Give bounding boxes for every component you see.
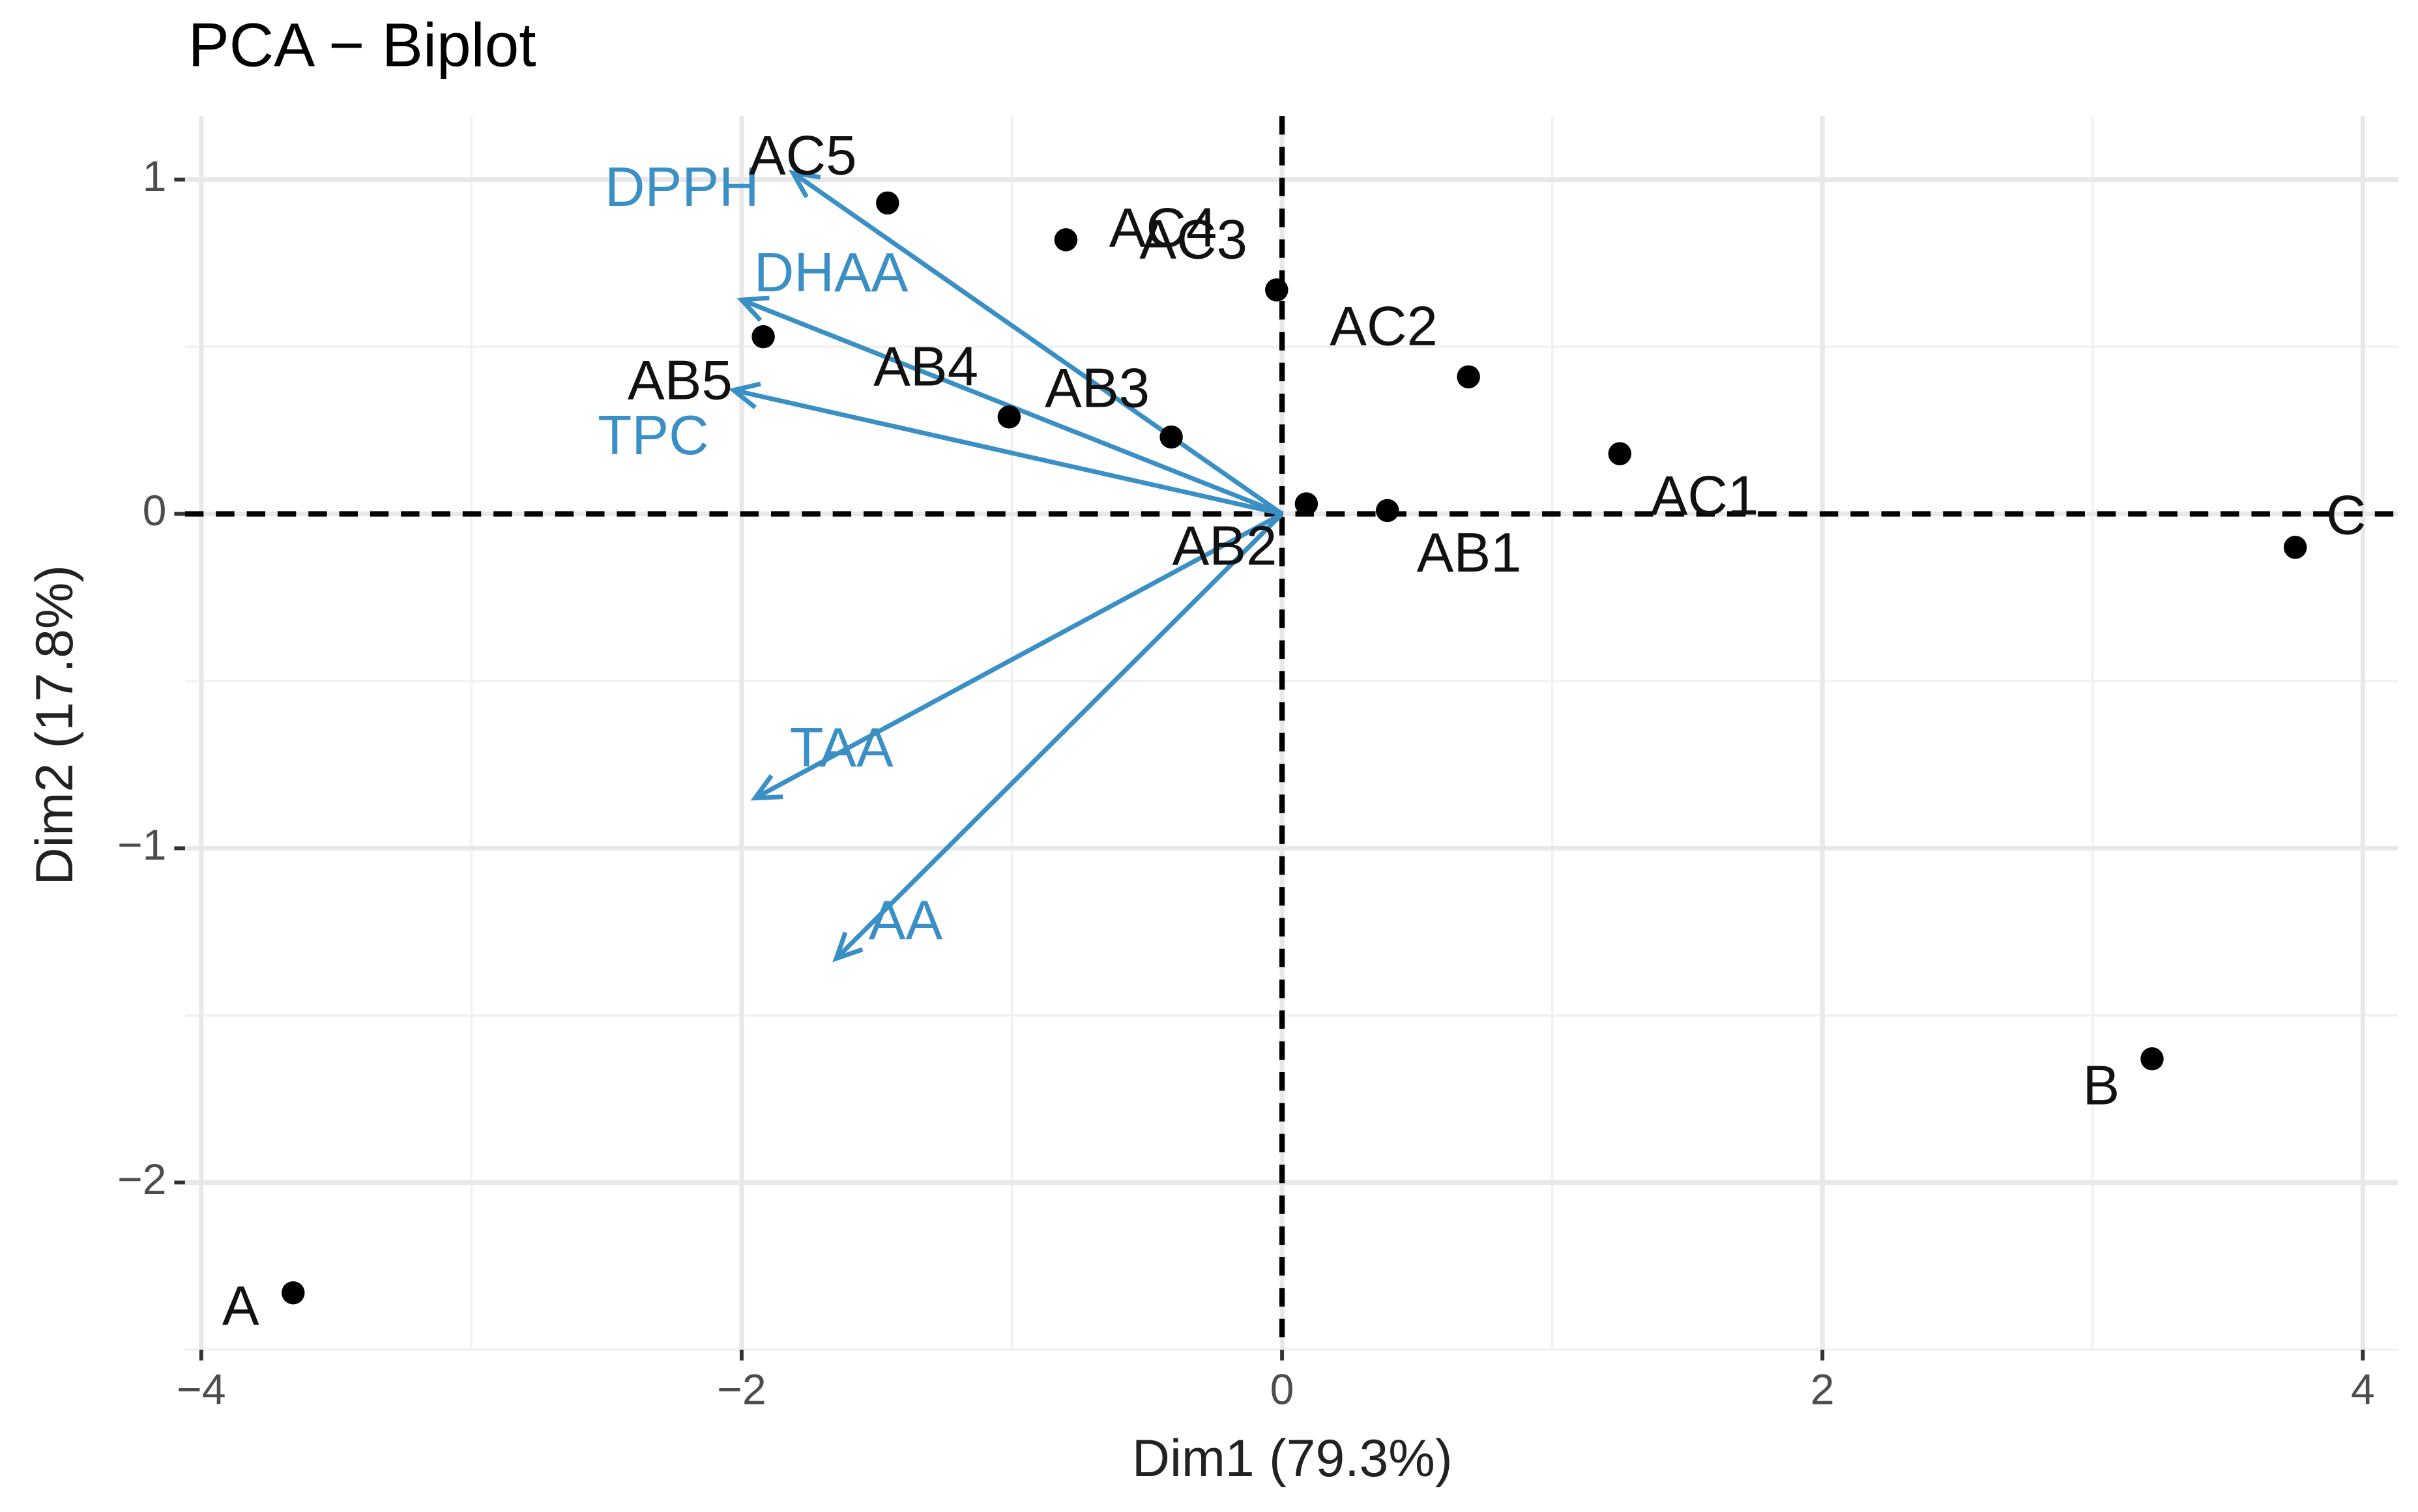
x-tick-label: 4 [2351, 1366, 2375, 1414]
x-tick-label: 0 [1270, 1366, 1294, 1414]
y-tick-label: −2 [117, 1156, 167, 1204]
x-tick-label: −4 [177, 1366, 226, 1414]
point [1265, 278, 1289, 302]
point [1608, 442, 1632, 465]
point-label: B [2082, 1054, 2119, 1116]
point [1159, 425, 1183, 449]
point [282, 1281, 305, 1305]
variable-label: TAA [790, 717, 894, 779]
point-label: AB1 [1417, 522, 1522, 584]
x-tick-label: 2 [1811, 1366, 1835, 1414]
chart-title: PCA − Biplot [188, 10, 536, 80]
loading-arrow [750, 512, 1283, 801]
variable-label: AA [869, 890, 943, 952]
point [2283, 536, 2307, 559]
point-label: AC5 [749, 125, 857, 187]
point [751, 325, 775, 349]
point-label: A [222, 1275, 259, 1337]
loading-arrow [832, 512, 1284, 963]
point-label: AB4 [873, 336, 978, 398]
point [1054, 228, 1078, 252]
y-tick-label: 1 [143, 153, 167, 201]
point-label: AB2 [1173, 516, 1277, 577]
loading-arrow [789, 169, 1284, 516]
y-axis-title: Dim2 (17.8%) [25, 565, 84, 886]
point [876, 191, 899, 215]
point [1376, 499, 1399, 523]
x-axis-title: Dim1 (79.3%) [1132, 1429, 1453, 1488]
x-tick-label: −2 [717, 1366, 766, 1414]
point-label: AC1 [1651, 465, 1759, 527]
y-tick-label: 0 [143, 487, 167, 535]
point [2140, 1047, 2164, 1071]
point-label: AC4 [1109, 197, 1217, 259]
point [997, 405, 1021, 429]
variable-label: TPC [598, 405, 708, 467]
point [1457, 365, 1480, 388]
loading-arrow [728, 381, 1283, 516]
variable-label: DHAA [754, 242, 909, 304]
y-tick-label: −1 [117, 821, 167, 869]
variable-label: DPPH [605, 156, 759, 218]
point-label: C [2326, 485, 2367, 547]
point-label: AC2 [1330, 296, 1438, 358]
point-label: AC3 [1139, 209, 1247, 270]
point-label: AB3 [1045, 357, 1150, 419]
point [1294, 492, 1318, 516]
point-label: AB5 [628, 349, 733, 411]
